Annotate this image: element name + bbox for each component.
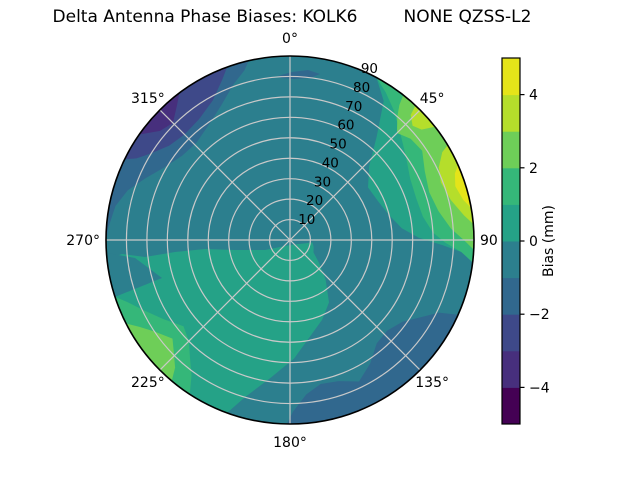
colorbar-tick-label-4: 4 bbox=[529, 88, 538, 104]
colorbar-tick-label--2: −2 bbox=[529, 307, 550, 323]
grid-spoke-135 bbox=[289, 239, 421, 371]
grid-spoke-315 bbox=[159, 109, 291, 241]
colorbar-axis-label: Bias (mm) bbox=[541, 205, 557, 277]
azimuth-tick-label-225: 225° bbox=[131, 375, 165, 391]
radial-tick-label-50: 50 bbox=[330, 137, 347, 153]
colorbar-band-4 bbox=[502, 58, 520, 96]
colorbar-band--4 bbox=[502, 350, 520, 388]
grid-spoke-225 bbox=[159, 239, 291, 371]
contour-region--2to-1mm bbox=[286, 312, 459, 424]
contour-region-4to5mm bbox=[454, 165, 472, 208]
azimuth-tick-label-45: 45° bbox=[420, 91, 445, 107]
radial-tick-label-10: 10 bbox=[298, 212, 315, 228]
colorbar-tick-label-0: 0 bbox=[529, 234, 538, 250]
azimuth-tick-label-135: 135° bbox=[415, 375, 449, 391]
figure-title-right: NONE QZSS-L2 bbox=[403, 7, 532, 27]
contour-region--1to0mm bbox=[106, 252, 162, 297]
colorbar-band-2 bbox=[502, 131, 520, 169]
plot-rim bbox=[105, 55, 475, 425]
colorbar-band--5 bbox=[502, 387, 520, 425]
radial-tick-label-70: 70 bbox=[345, 99, 362, 115]
radial-tick-label-60: 60 bbox=[337, 118, 354, 134]
azimuth-tick-label-0: 0° bbox=[282, 31, 298, 47]
colorbar-tick-label-2: 2 bbox=[529, 161, 538, 177]
figure-title: Delta Antenna Phase Biases: KOLK6 NONE Q… bbox=[0, 7, 584, 27]
figure-title-left: Delta Antenna Phase Biases: KOLK6 bbox=[52, 7, 358, 27]
colorbar-band-3 bbox=[502, 94, 520, 132]
azimuth-tick-label-180: 180° bbox=[273, 435, 307, 451]
azimuth-tick-label-315: 315° bbox=[131, 91, 165, 107]
radial-tick-label-30: 30 bbox=[314, 174, 331, 190]
radial-tick-label-80: 80 bbox=[353, 80, 370, 96]
radial-tick-label-90: 90 bbox=[361, 61, 378, 77]
colorbar-tick-label--4: −4 bbox=[529, 380, 550, 396]
radial-tick-label-40: 40 bbox=[322, 155, 339, 171]
radial-tick-label-20: 20 bbox=[306, 193, 323, 209]
contour-region--4to-3mm bbox=[139, 93, 180, 135]
contour-region-2to3mm bbox=[397, 95, 474, 250]
colorbar-band-0 bbox=[502, 204, 520, 242]
colorbar-band--3 bbox=[502, 314, 520, 352]
colorbar-band--2 bbox=[502, 277, 520, 315]
contour-region--3to-2mm bbox=[124, 67, 228, 160]
grid-spoke-45 bbox=[289, 109, 421, 241]
colorbar-band-1 bbox=[502, 167, 520, 205]
azimuth-tick-label-90: 90 bbox=[480, 233, 498, 249]
azimuth-tick-label-270: 270° bbox=[66, 233, 100, 249]
colorbar-band--1 bbox=[502, 241, 520, 279]
contour-region-3to4mm bbox=[410, 105, 435, 130]
